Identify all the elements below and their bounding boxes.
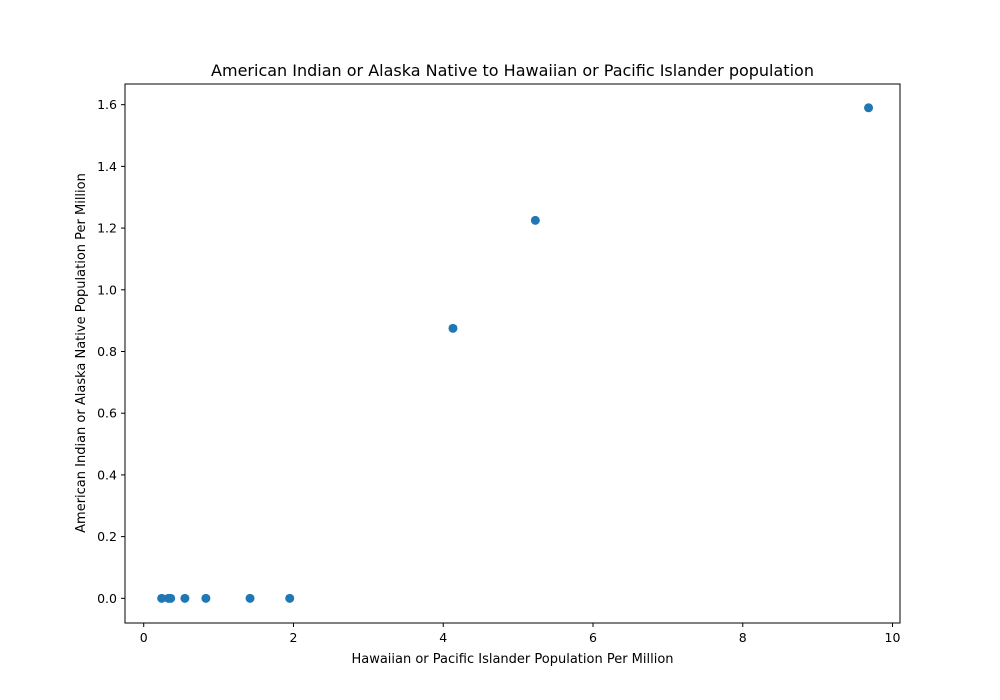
y-tick-label: 0.2 — [97, 529, 117, 544]
y-tick-label: 0.8 — [97, 344, 117, 359]
data-point — [448, 323, 458, 333]
x-tick-label: 6 — [589, 630, 597, 645]
data-point — [285, 593, 295, 603]
x-tick-label: 8 — [739, 630, 747, 645]
data-points — [157, 103, 874, 603]
y-axis-label: American Indian or Alaska Native Populat… — [74, 173, 89, 533]
data-point — [530, 215, 540, 225]
plot-area — [124, 83, 901, 624]
y-tick-label: 1.4 — [97, 159, 117, 174]
x-tick-label: 0 — [140, 630, 148, 645]
x-tick-label: 10 — [885, 630, 901, 645]
data-point — [201, 593, 211, 603]
data-point — [166, 593, 176, 603]
y-tick-label: 0.6 — [97, 406, 117, 421]
x-axis-label: Hawaiian or Pacific Islander Population … — [351, 652, 673, 667]
y-tick-label: 1.0 — [97, 282, 117, 297]
x-axis: 0 2 4 6 8 10 — [140, 623, 901, 645]
y-tick-label: 1.6 — [97, 97, 117, 112]
axes-frame — [124, 83, 901, 624]
data-point — [864, 103, 874, 113]
y-tick-label: 0.0 — [97, 591, 117, 606]
x-tick-label: 4 — [439, 630, 447, 645]
chart-title: American Indian or Alaska Native to Hawa… — [211, 61, 814, 80]
data-point — [180, 593, 190, 603]
y-tick-label: 1.2 — [97, 221, 117, 236]
y-axis: 0.0 0.2 0.4 0.6 0.8 1.0 1.2 1.4 1.6 — [97, 97, 125, 606]
data-point — [245, 593, 255, 603]
data-point — [157, 593, 167, 603]
x-tick-label: 2 — [290, 630, 298, 645]
y-tick-label: 0.4 — [97, 467, 117, 482]
